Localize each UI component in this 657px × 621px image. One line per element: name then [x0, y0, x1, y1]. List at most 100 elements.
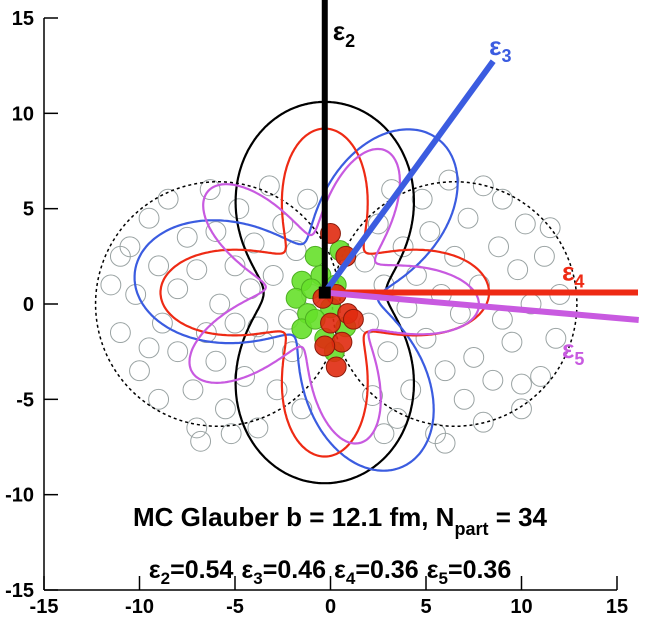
summary-symbol: ε [149, 556, 161, 584]
summary-symbol: ε [427, 556, 439, 584]
summary-value: 0.54 [185, 556, 234, 584]
spectator-nucleon [262, 264, 284, 286]
y-tick-label: 10 [12, 103, 34, 125]
x-tick-label: 15 [606, 596, 628, 618]
spectator-nucleon [190, 430, 212, 452]
spectator-nucleon [491, 188, 513, 210]
spectator-nucleon [453, 388, 475, 410]
spectator-nucleon [205, 221, 227, 242]
spectator-nucleon [434, 432, 456, 454]
spectator-nucleon [373, 423, 395, 445]
plane-label: ε5 [562, 334, 584, 369]
x-tick-label: 5 [420, 596, 431, 618]
spectator-nucleon [386, 407, 408, 429]
plane-label: ε2 [333, 16, 355, 51]
summary-value: 0.36 [463, 556, 512, 584]
summary-order: 4 [346, 569, 356, 588]
spectator-nucleon [109, 322, 131, 344]
spectator-nucleon [234, 366, 255, 387]
x-tick-label: -10 [125, 596, 154, 618]
spectator-nucleon [182, 379, 204, 401]
summary-equals: = [263, 556, 278, 584]
spectator-nucleon [148, 255, 170, 277]
spectator-nucleon [243, 232, 265, 254]
spectator-nucleon [362, 385, 383, 406]
participant-nucleon [314, 335, 336, 357]
harmonic-shape [133, 128, 459, 472]
event-plane [322, 59, 496, 295]
summary-value: 0.46 [277, 556, 326, 584]
spectator-nucleon [148, 388, 170, 410]
plot-area [94, 100, 578, 485]
plane-symbol: ε [489, 31, 501, 61]
spectator-nucleon [297, 188, 319, 210]
spectator-nucleon [291, 398, 313, 420]
spectator-nucleon [392, 236, 414, 258]
nucleus-outline [331, 181, 578, 427]
spectator-nucleon [129, 360, 150, 382]
spectator-nucleon [444, 245, 466, 267]
summary-equals: = [355, 556, 370, 584]
spectator-nucleon [186, 417, 208, 439]
participant-nucleon [285, 287, 307, 309]
spectator-nucleon [488, 236, 510, 258]
spectator-nucleon [195, 322, 217, 344]
y-tick-label: 0 [23, 294, 34, 316]
spectator-nucleon [138, 207, 160, 229]
summary-order: 2 [161, 569, 170, 588]
x-tick-label: -15 [30, 596, 59, 618]
spectator-nucleon [419, 221, 441, 242]
spectator-nucleon [411, 188, 433, 210]
summary-equals: = [170, 556, 185, 584]
participant-nucleon [331, 331, 353, 353]
spectator-nucleon [507, 259, 529, 281]
plane-label: ε3 [489, 31, 511, 66]
spectator-nucleon [167, 278, 189, 300]
spectator-nucleon [228, 198, 250, 220]
participant-nucleon [320, 312, 341, 334]
spectator-nucleon [157, 188, 179, 210]
summary-value: 0.36 [370, 556, 419, 584]
y-tick-label: -10 [5, 485, 34, 507]
plane-order: 3 [502, 46, 512, 66]
center-marker [318, 286, 331, 299]
spectator-nucleon [539, 217, 561, 239]
y-tick-label: 15 [12, 8, 34, 30]
summary-order: 5 [439, 569, 448, 588]
spectator-nucleon [224, 312, 246, 334]
spectator-nucleon [281, 341, 303, 363]
spectator-nucleon [220, 423, 242, 445]
harmonic-shape [188, 147, 481, 445]
spectator-nucleon [511, 398, 532, 420]
spectator-nucleon [472, 175, 494, 197]
spectator-nucleon [491, 308, 513, 330]
spectator-nucleon [457, 207, 479, 229]
spectator-nucleon [151, 312, 173, 334]
spectator-nucleon [472, 411, 494, 433]
spectator-nucleon [400, 379, 422, 401]
plane-symbol: ε [562, 334, 574, 364]
summary-symbol: ε [241, 556, 253, 584]
spectator-nucleon [533, 245, 555, 267]
participant-nucleon [342, 308, 364, 330]
spectator-nucleon [100, 274, 122, 296]
spectator-nucleon [215, 398, 236, 420]
spectator-nucleon [186, 259, 208, 281]
plane-order: 5 [574, 349, 584, 369]
spectator-nucleon [354, 251, 376, 273]
y-tick-label: -15 [5, 580, 34, 602]
summary-equals: = [448, 556, 463, 584]
spectator-nucleon [176, 226, 198, 248]
spectator-nucleon [545, 327, 567, 349]
title-end: = 34 [488, 502, 547, 532]
spectator-nucleon [205, 350, 227, 372]
spectator-nucleon [463, 346, 485, 368]
spectator-nucleon [438, 169, 460, 191]
chart-title: MC Glauber b = 12.1 fm, Npart = 34 [133, 502, 548, 539]
spectator-nucleon [199, 179, 221, 201]
y-tick-label: -5 [16, 389, 34, 411]
harmonic-shape [159, 127, 491, 458]
x-tick-label: -5 [226, 596, 244, 618]
event-plane [324, 289, 639, 323]
